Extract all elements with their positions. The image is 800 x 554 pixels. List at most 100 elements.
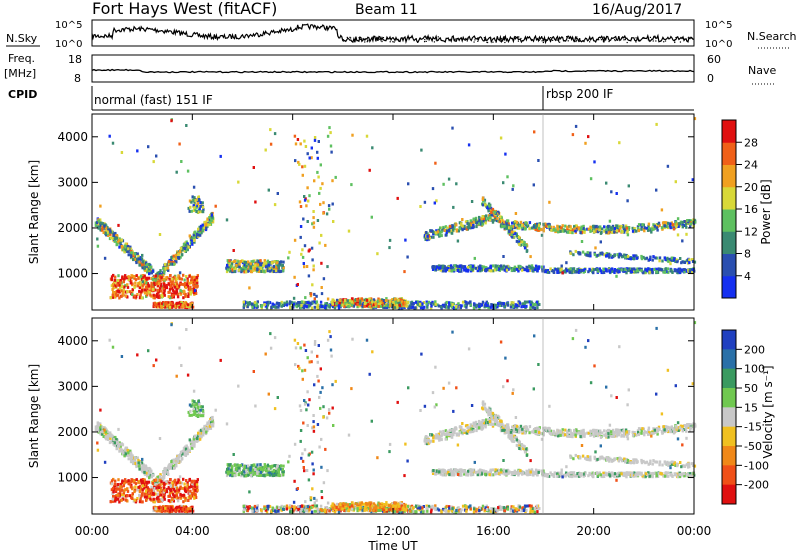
- power-cell: [648, 227, 651, 231]
- power-cell: [320, 305, 324, 308]
- velocity-cell: [167, 464, 171, 468]
- power-cell: [465, 305, 468, 309]
- power-cell: [192, 236, 195, 240]
- power-cell: [429, 302, 433, 305]
- power-cell: [624, 255, 627, 259]
- power-cell: [118, 296, 121, 300]
- power-cell: [681, 260, 684, 264]
- velocity-cell: [124, 498, 127, 502]
- power-cell: [303, 265, 306, 269]
- velocity-cell: [145, 488, 148, 492]
- velocity-cell: [177, 457, 180, 460]
- power-cell: [310, 156, 313, 160]
- power-cell: [434, 300, 437, 304]
- power-cell: [120, 289, 123, 293]
- power-cell: [533, 306, 537, 310]
- power-cell: [497, 302, 500, 306]
- velocity-cell: [130, 478, 133, 482]
- power-cell: [202, 208, 205, 211]
- power-cell: [160, 276, 163, 280]
- power-cell: [318, 191, 321, 195]
- power-cell: [618, 270, 621, 274]
- power-cell: [277, 266, 280, 270]
- power-cell: [163, 270, 166, 274]
- power-cell: [317, 306, 320, 310]
- power-cell: [500, 215, 503, 219]
- power-cell: [636, 226, 640, 230]
- power-cell: [392, 300, 395, 304]
- power-cell: [199, 224, 203, 228]
- power-cell: [136, 293, 139, 296]
- power-cell: [685, 269, 688, 273]
- nsearch-point: [559, 41, 561, 43]
- power-cell: [297, 303, 300, 307]
- power-cell: [452, 205, 455, 209]
- nsearch-point: [477, 40, 479, 42]
- power-cell: [502, 222, 505, 226]
- power-cell: [576, 268, 579, 272]
- nsearch-point: [465, 37, 467, 40]
- power-cell: [592, 230, 596, 234]
- power-cell: [333, 306, 337, 310]
- power-cell: [441, 266, 444, 270]
- power-cell: [134, 281, 137, 285]
- velocity-cell: [124, 452, 127, 456]
- power-cell: [158, 271, 161, 274]
- power-cell: [442, 304, 445, 307]
- power-cell: [356, 298, 359, 302]
- colorbar-segment: [722, 164, 736, 188]
- power-cell: [118, 245, 121, 249]
- power-cell: [455, 305, 458, 308]
- power-cell: [201, 210, 205, 214]
- power-cell: [172, 295, 175, 299]
- power-cell: [101, 222, 104, 226]
- power-cell: [474, 221, 478, 225]
- nsearch-point: [477, 37, 479, 39]
- power-cell: [261, 262, 264, 266]
- power-cell: [609, 253, 612, 257]
- power-cell: [674, 260, 677, 263]
- power-cell: [182, 273, 185, 277]
- power-cell: [99, 218, 102, 222]
- power-cell: [549, 267, 552, 271]
- power-cell: [442, 225, 445, 229]
- nsearch-point: [690, 37, 693, 39]
- power-cell: [287, 256, 290, 260]
- power-cell: [247, 303, 250, 307]
- power-cell: [112, 286, 115, 290]
- power-cell: [137, 254, 140, 258]
- nsearch-point: [366, 41, 368, 43]
- power-cell: [194, 284, 197, 288]
- power-cell: [346, 299, 349, 303]
- power-cell: [690, 271, 693, 275]
- power-cell: [527, 266, 530, 270]
- power-cell: [253, 302, 256, 306]
- power-cell: [474, 216, 478, 220]
- power-cell: [244, 270, 248, 274]
- velocity-cell: [112, 494, 115, 498]
- power-cell: [676, 217, 680, 221]
- velocity-cell: [120, 498, 123, 502]
- velocity-cell: [141, 464, 145, 468]
- nsearch-point: [660, 40, 662, 42]
- power-cell: [239, 267, 243, 270]
- power-cell: [524, 268, 527, 272]
- power-cell: [595, 228, 598, 232]
- power-cell: [133, 275, 136, 278]
- power-cell: [167, 290, 170, 294]
- velocity-cell: [174, 459, 178, 463]
- power-cell: [300, 303, 303, 307]
- velocity-cell: [148, 495, 151, 498]
- power-cell: [193, 281, 197, 284]
- power-cell: [448, 302, 451, 306]
- power-cell: [513, 268, 516, 272]
- power-cell: [280, 300, 283, 304]
- power-cell: [593, 227, 596, 231]
- power-cell: [432, 302, 435, 306]
- velocity-cell: [157, 487, 160, 491]
- power-cell: [135, 274, 138, 278]
- power-cell: [546, 270, 549, 274]
- power-cell: [593, 253, 597, 257]
- power-cell: [651, 258, 654, 262]
- power-cell: [194, 199, 197, 203]
